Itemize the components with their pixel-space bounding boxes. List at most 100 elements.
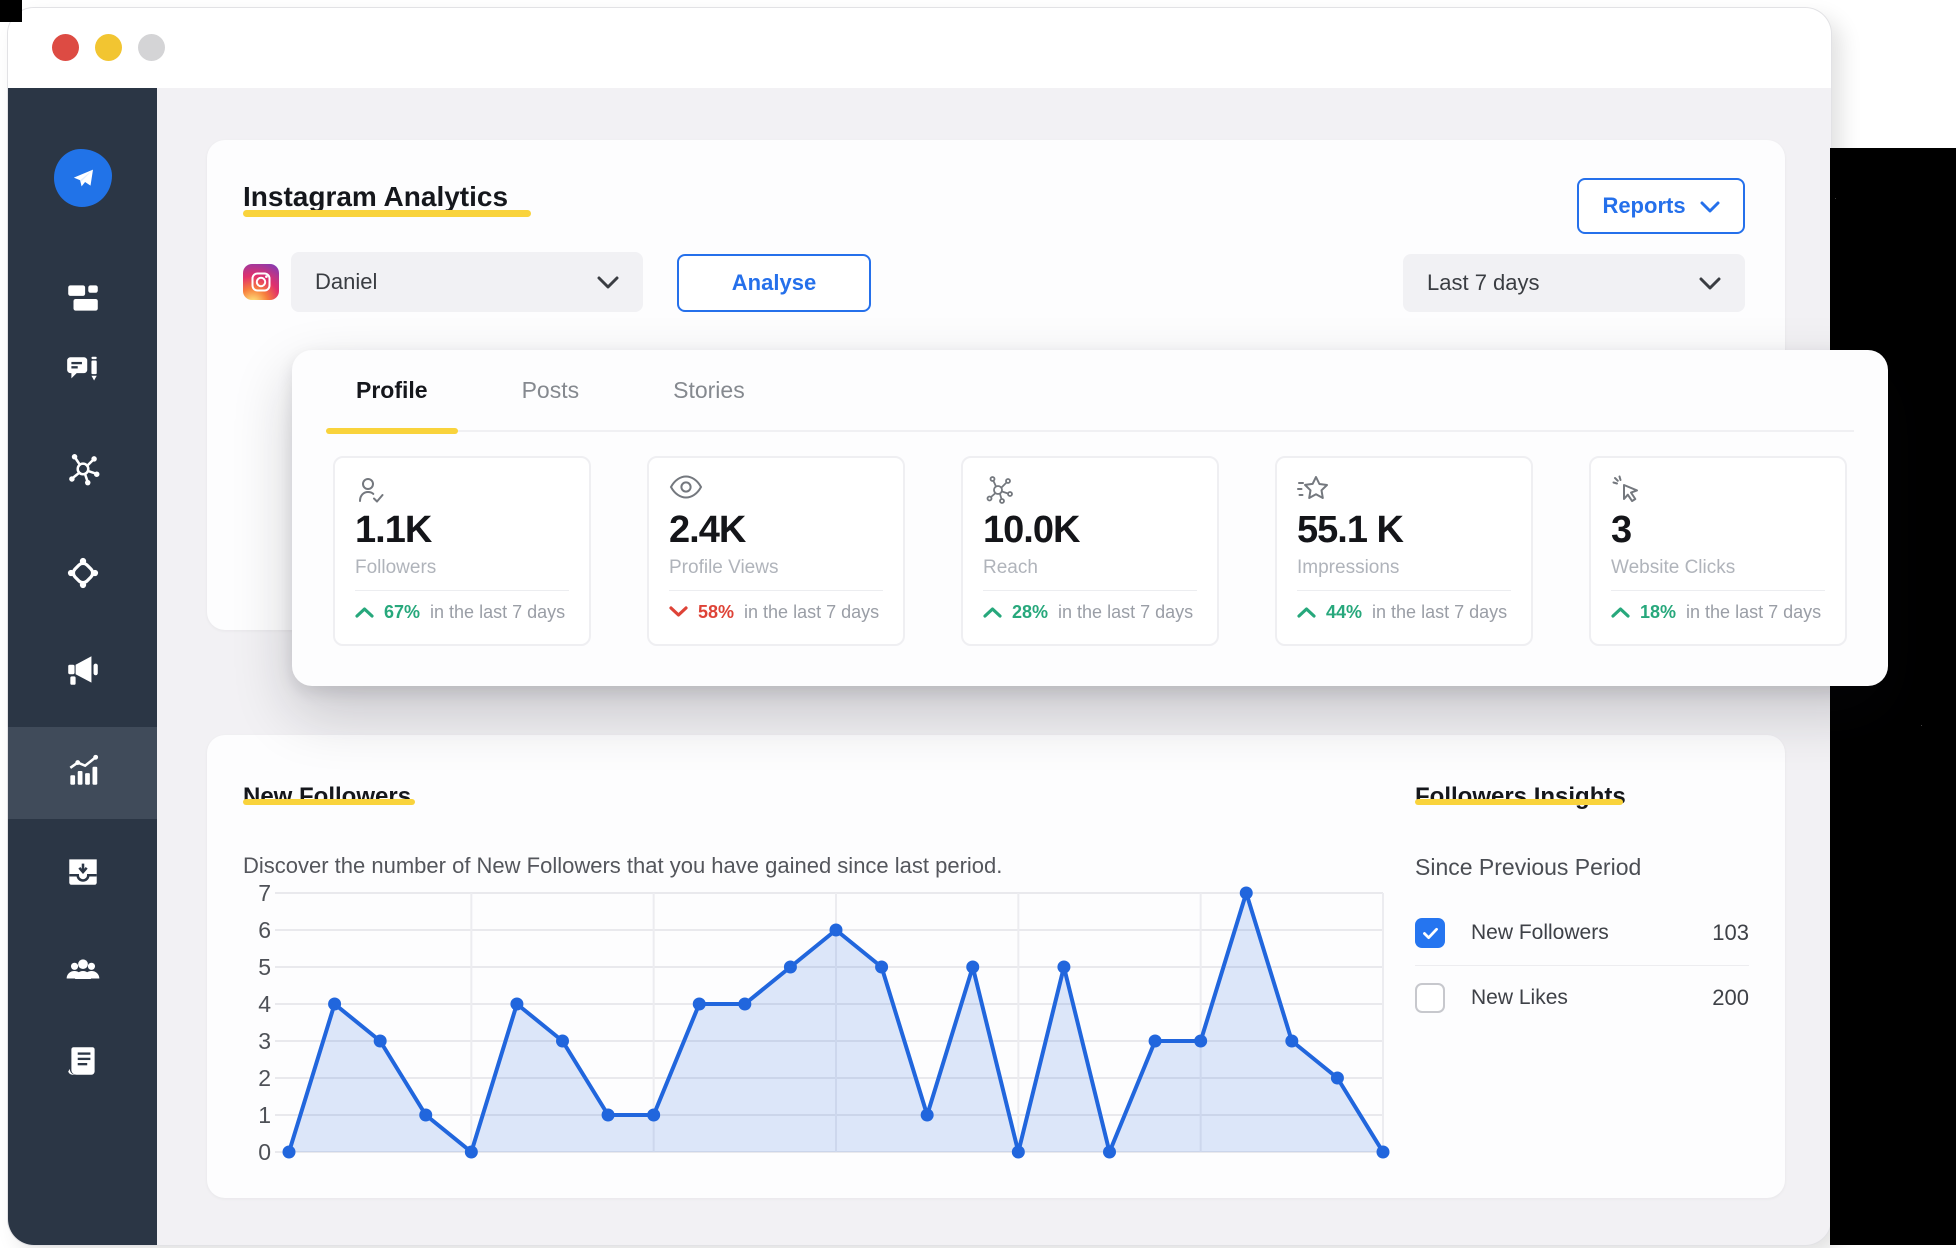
stat-delta: 67% — [384, 601, 421, 622]
stat-value: 10.0K — [983, 509, 1080, 551]
unchecked-checkbox[interactable] — [1415, 983, 1445, 1013]
trend-up-icon — [983, 602, 1002, 623]
analytics-tabs: Profile Posts Stories — [326, 349, 1854, 434]
svg-text:7: 7 — [258, 880, 271, 906]
eye-icon — [669, 474, 883, 508]
stat-label: Impressions — [1297, 556, 1400, 578]
sidebar-item-connections[interactable] — [8, 529, 157, 621]
account-select[interactable]: Daniel — [291, 252, 643, 312]
conversations-icon — [64, 352, 102, 395]
stat-card-reach: 10.0K Reach 28% in the last 7 days — [961, 456, 1219, 646]
divider — [1297, 589, 1511, 591]
svg-text:2: 2 — [258, 1065, 271, 1091]
new-followers-chart: 0 1 2 3 4 5 6 7 — [233, 875, 1398, 1178]
insight-label: New Followers — [1471, 921, 1609, 944]
sidebar-item-team[interactable] — [8, 926, 157, 1018]
stat-delta-suffix: in the last 7 days — [744, 601, 880, 622]
sidebar-item-analytics[interactable] — [8, 727, 157, 819]
stat-value: 3 — [1611, 509, 1632, 551]
account-select-value: Daniel — [315, 269, 378, 294]
network-icon — [64, 451, 102, 494]
stat-delta: 28% — [1012, 601, 1049, 622]
stat-card-followers: 1.1K Followers 67% in the last 7 days — [333, 456, 591, 646]
inbox-icon — [64, 852, 102, 895]
sidebar-item-announcements[interactable] — [8, 626, 157, 718]
new-followers-title: New Followers — [243, 782, 412, 810]
divider — [355, 589, 569, 591]
stat-card-website-clicks: 3 Website Clicks 18% in the last 7 days — [1589, 456, 1847, 646]
reports-button[interactable]: Reports — [1577, 178, 1745, 234]
stat-label: Profile Views — [669, 556, 779, 578]
shadow-noise-artifact — [1830, 148, 1956, 1245]
chevron-down-icon — [1699, 270, 1721, 296]
stats-row: 1.1K Followers 67% in the last 7 days 2.… — [333, 456, 1847, 646]
new-followers-card: New Followers Discover the number of New… — [207, 735, 1785, 1198]
dashboard-icon — [64, 279, 102, 322]
traffic-lights — [52, 34, 165, 61]
minimize-button[interactable] — [95, 34, 122, 61]
reach-network-icon — [983, 474, 1197, 508]
stat-value: 55.1 K — [1297, 509, 1404, 551]
svg-text:4: 4 — [258, 991, 271, 1017]
divider — [1611, 589, 1825, 591]
window-titlebar — [8, 8, 1831, 88]
insight-row-new-likes[interactable]: New Likes 200 — [1415, 966, 1749, 1030]
divider — [669, 589, 883, 591]
reports-button-label: Reports — [1602, 193, 1686, 218]
team-icon — [64, 951, 102, 994]
maximize-button[interactable] — [138, 34, 165, 61]
sidebar-item-reports-doc[interactable] — [8, 1017, 157, 1109]
insight-row-new-followers[interactable]: New Followers 103 — [1415, 901, 1749, 965]
followers-insights-rows: New Followers 103 New Likes 200 — [1415, 901, 1749, 1030]
stat-value: 1.1K — [355, 509, 432, 551]
stat-trend: 67% in the last 7 days — [355, 602, 569, 623]
date-range-value: Last 7 days — [1427, 270, 1540, 295]
trend-up-icon — [355, 602, 374, 623]
date-range-select[interactable]: Last 7 days — [1403, 254, 1745, 312]
trend-down-icon — [669, 602, 688, 623]
cursor-click-icon — [1611, 474, 1825, 508]
insight-value: 200 — [1712, 985, 1749, 1010]
stat-delta: 18% — [1640, 601, 1677, 622]
sidebar-item-inbox[interactable] — [8, 827, 157, 919]
sidebar-nav — [8, 88, 157, 1245]
analytics-icon — [64, 752, 102, 795]
stat-delta: 58% — [698, 601, 735, 622]
analyse-button-label: Analyse — [731, 270, 817, 295]
stat-delta-suffix: in the last 7 days — [1058, 601, 1194, 622]
insight-label: New Likes — [1471, 986, 1568, 1009]
tab-posts[interactable]: Posts — [522, 349, 580, 431]
sidebar-item-network[interactable] — [8, 426, 157, 518]
stat-trend: 28% in the last 7 days — [983, 602, 1197, 623]
chevron-down-icon — [1700, 193, 1720, 219]
analyse-button[interactable]: Analyse — [677, 254, 871, 312]
stat-label: Reach — [983, 556, 1038, 578]
sidebar-item-conversations[interactable] — [8, 327, 157, 419]
stat-card-profile-views: 2.4K Profile Views 58% in the last 7 day… — [647, 456, 905, 646]
tab-label: Posts — [521, 376, 580, 403]
stat-delta-suffix: in the last 7 days — [1686, 601, 1822, 622]
new-followers-description: Discover the number of New Followers tha… — [243, 853, 1003, 878]
stat-trend: 58% in the last 7 days — [669, 602, 883, 623]
followers-insights-subtitle: Since Previous Period — [1415, 854, 1642, 880]
stat-value: 2.4K — [669, 509, 746, 551]
checked-checkbox[interactable] — [1415, 918, 1445, 948]
tab-profile[interactable]: Profile — [326, 349, 457, 434]
stat-delta-suffix: in the last 7 days — [430, 601, 566, 622]
page-title: Instagram Analytics — [243, 180, 509, 212]
title-underline — [243, 210, 531, 217]
stat-delta-suffix: in the last 7 days — [1372, 601, 1508, 622]
stat-trend: 18% in the last 7 days — [1611, 602, 1825, 623]
close-button[interactable] — [52, 34, 79, 61]
reports-doc-icon — [64, 1042, 102, 1085]
area-chart-svg: 0 1 2 3 4 5 6 7 — [258, 880, 1390, 1165]
sidebar-item-dashboard[interactable] — [8, 254, 157, 346]
stat-card-impressions: 55.1 K Impressions 44% in the last 7 day… — [1275, 456, 1533, 646]
tab-stories[interactable]: Stories — [673, 349, 745, 431]
svg-text:0: 0 — [258, 1139, 271, 1165]
stat-delta: 44% — [1326, 601, 1363, 622]
divider — [983, 589, 1197, 591]
followers-insights-underline — [1415, 799, 1623, 805]
tab-label: Stories — [673, 376, 745, 403]
